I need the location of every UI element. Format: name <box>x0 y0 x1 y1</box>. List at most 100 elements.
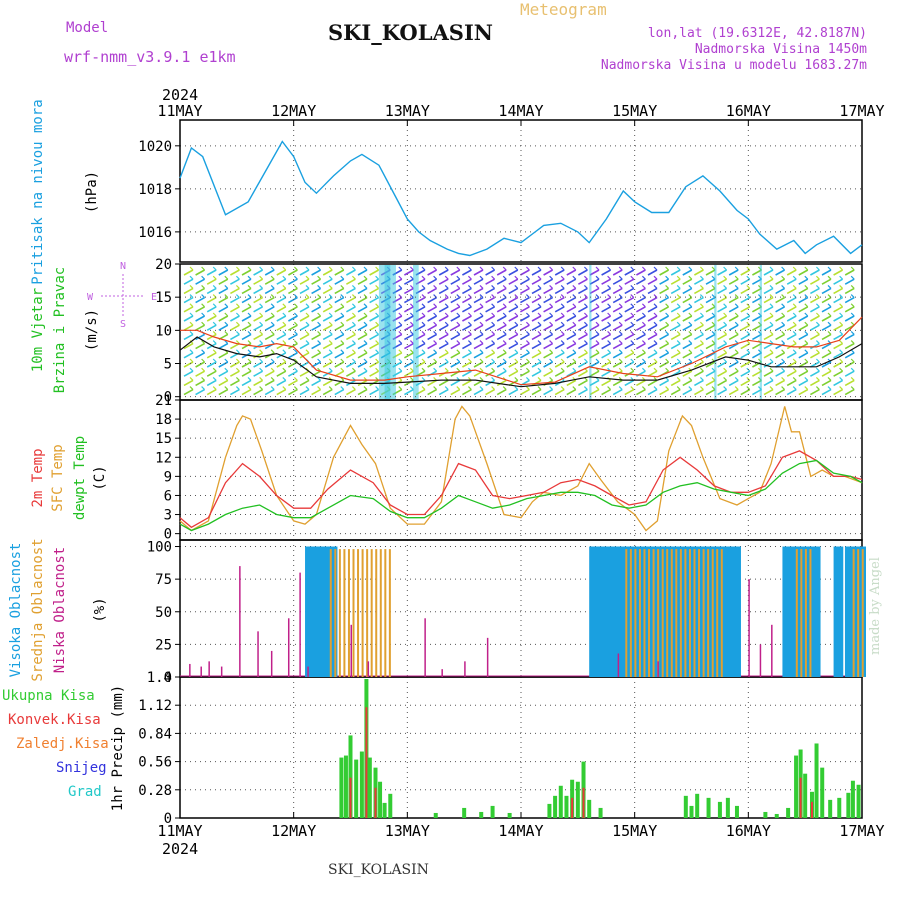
x-tick-label-bottom: 15MAY <box>612 822 657 840</box>
wind-barb <box>549 367 554 372</box>
wind-barb <box>351 349 356 354</box>
wind-barb <box>815 376 820 381</box>
wind-barb <box>183 269 194 276</box>
wind-barb <box>612 278 623 285</box>
wind-barb <box>601 333 611 341</box>
wind-barb <box>444 275 449 280</box>
wind-barb <box>189 321 194 326</box>
wind-barb <box>734 321 739 326</box>
wind-barb <box>224 367 229 372</box>
wind-barb <box>340 275 345 280</box>
wind-barb <box>421 303 426 308</box>
wind-barb <box>293 294 298 299</box>
wind-barb <box>850 312 855 317</box>
wind-barb <box>224 312 229 317</box>
wind-barb <box>473 269 484 276</box>
high-cloud-bar <box>654 546 659 677</box>
wind-barb <box>699 340 704 345</box>
wind-barb <box>549 284 554 289</box>
wind-barb <box>781 376 786 381</box>
wind-barb <box>282 312 287 317</box>
total-precip-bar <box>734 805 739 818</box>
x-tick-label-top: 14MAY <box>498 102 543 120</box>
wind-barb <box>322 324 333 331</box>
wind-barb <box>282 303 287 308</box>
wind-barb <box>728 324 739 331</box>
wind-barb <box>398 358 403 363</box>
wind-barb <box>815 340 820 345</box>
wind-barb <box>641 330 646 335</box>
wind-barb <box>769 386 774 391</box>
wind-barb <box>578 361 588 368</box>
wind-barb <box>218 269 229 276</box>
wind-barb <box>636 333 646 341</box>
high-cloud-bar <box>640 546 645 677</box>
wind-barb <box>351 275 356 280</box>
wind-barb <box>549 386 554 391</box>
wind-barb <box>636 324 646 331</box>
wind-barb <box>230 278 240 285</box>
wind-barb <box>230 306 240 313</box>
wind-barb <box>740 388 751 396</box>
wind-barb <box>781 340 786 345</box>
wind-barb <box>618 386 623 391</box>
wind-barb <box>839 376 844 381</box>
wind-barb <box>427 269 437 276</box>
wind-barb <box>815 330 820 335</box>
high-cloud-bar <box>796 546 801 677</box>
wind-barb <box>241 333 252 341</box>
wind-barb <box>601 269 611 276</box>
wind-barb <box>288 296 298 304</box>
wind-barb <box>438 342 449 350</box>
wind-barb <box>798 287 809 295</box>
wind-barb <box>421 330 426 335</box>
total-precip-bar <box>359 751 364 818</box>
wind-barb <box>792 386 797 391</box>
wind-barb <box>253 352 263 359</box>
model-value: wrf-nmm_v3.9.1 e1km <box>64 48 236 66</box>
wind-barb <box>212 340 217 345</box>
wind-barb <box>653 294 658 299</box>
wind-barb <box>398 312 403 317</box>
wind-barb <box>636 352 646 359</box>
wind-barb <box>311 370 321 377</box>
wind-barb <box>340 330 345 335</box>
wind-barb <box>346 388 356 396</box>
wind-barb <box>821 352 832 359</box>
wind-barb <box>595 321 600 326</box>
wind-barb <box>346 287 356 295</box>
wind-barb <box>734 284 739 289</box>
wind-barb <box>241 269 252 276</box>
wind-barb <box>792 321 797 326</box>
wind-barb <box>409 266 414 271</box>
wind-barb <box>543 324 553 331</box>
wind-barb <box>340 294 345 299</box>
wind-barb <box>404 324 414 331</box>
high-cloud-bar <box>685 546 690 677</box>
wind-barb <box>839 367 844 372</box>
wind-barb <box>827 266 832 271</box>
wind-barb <box>398 284 403 289</box>
wind-barb <box>491 303 496 308</box>
wind-barb <box>601 361 611 368</box>
total-precip-bar <box>803 773 808 818</box>
wind-barb <box>288 370 298 377</box>
ylabel-cloud-unit: (%) <box>92 597 108 622</box>
wind-barb <box>572 349 577 354</box>
wind-barb <box>206 370 217 377</box>
wind-barb <box>409 294 414 299</box>
wind-barb <box>317 386 322 391</box>
wind-barb <box>543 315 553 322</box>
wind-barb <box>705 352 716 359</box>
wind-barb <box>491 312 496 317</box>
wind-barb <box>485 388 495 396</box>
wind-barb <box>195 379 205 387</box>
wind-barb <box>270 367 275 372</box>
wind-barb <box>520 352 530 359</box>
wind-barb <box>183 287 194 295</box>
wind-barb <box>601 287 611 295</box>
wind-barb <box>589 361 600 368</box>
wind-barb <box>589 342 600 350</box>
wind-barb <box>201 376 206 381</box>
wind-barb <box>734 367 739 372</box>
